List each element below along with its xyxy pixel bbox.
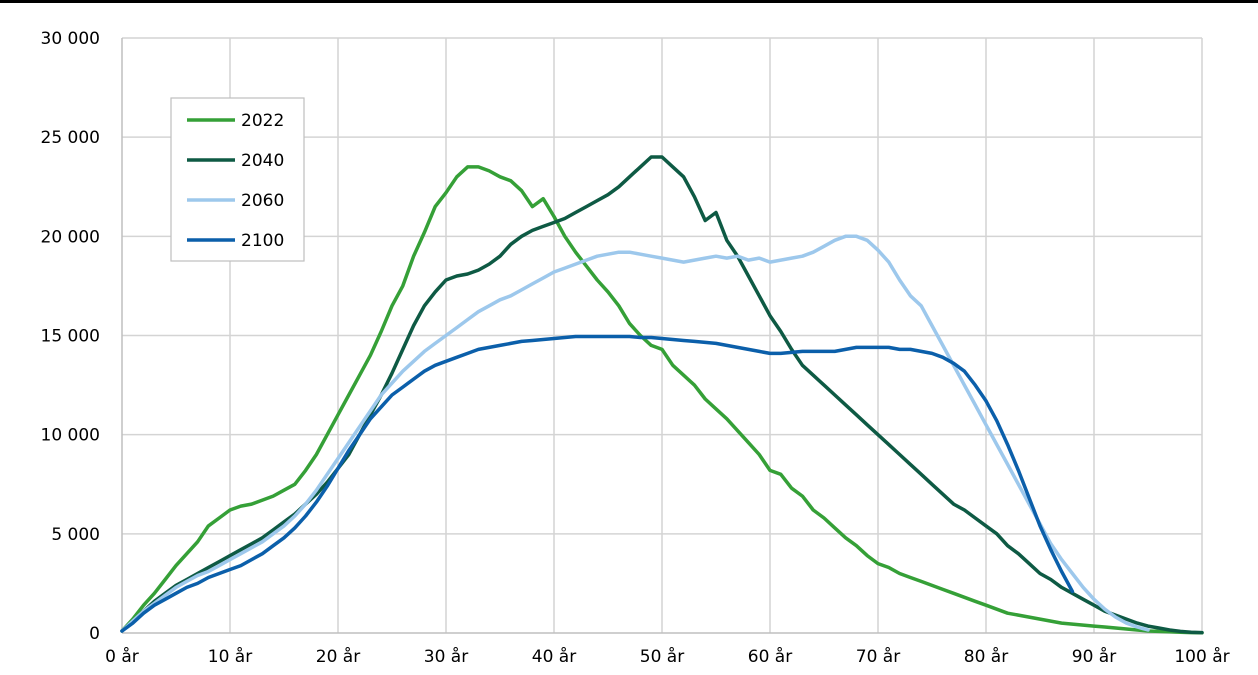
axes — [121, 38, 1202, 634]
top-rule — [0, 0, 1258, 3]
x-tick-label: 0 år — [105, 646, 139, 667]
tick-labels: 0 5 000 10 000 15 000 20 000 25 000 30 000 0 år… — [41, 29, 1230, 667]
y-tick-label: 30 000 — [41, 29, 100, 49]
series-line-2022 — [120, 165, 1204, 635]
series-line-2100 — [120, 334, 1075, 633]
y-tick-label: 5 000 — [51, 525, 100, 545]
x-tick-label: 80 år — [964, 646, 1008, 667]
x-tick-label: 60 år — [748, 646, 792, 667]
y-tick-label: 25 000 — [41, 128, 100, 148]
y-tick-label: 15 000 — [41, 327, 100, 347]
y-tick-label: 0 — [89, 624, 100, 644]
x-tick-label: 100 år — [1174, 646, 1229, 667]
y-tick-label: 20 000 — [41, 227, 100, 247]
x-tick-label: 90 år — [1072, 646, 1116, 667]
legend-box — [170, 97, 305, 262]
y-tick-label: 10 000 — [41, 426, 100, 446]
series-lines — [120, 155, 1204, 635]
series-line-2060 — [120, 234, 1150, 633]
x-tick-label: 30 år — [424, 646, 468, 667]
legend-label: 2040 — [241, 151, 284, 171]
x-tick-label: 70 år — [856, 646, 900, 667]
x-tick-label: 50 år — [640, 646, 684, 667]
legend-label: 2060 — [241, 191, 284, 211]
legend-label: 2022 — [241, 111, 284, 131]
x-tick-label: 10 år — [208, 646, 252, 667]
x-tick-label: 20 år — [316, 646, 360, 667]
legend-label: 2100 — [241, 231, 284, 251]
x-tick-label: 40 år — [532, 646, 576, 667]
legend: 2022 2040 2060 2100 — [170, 97, 305, 262]
